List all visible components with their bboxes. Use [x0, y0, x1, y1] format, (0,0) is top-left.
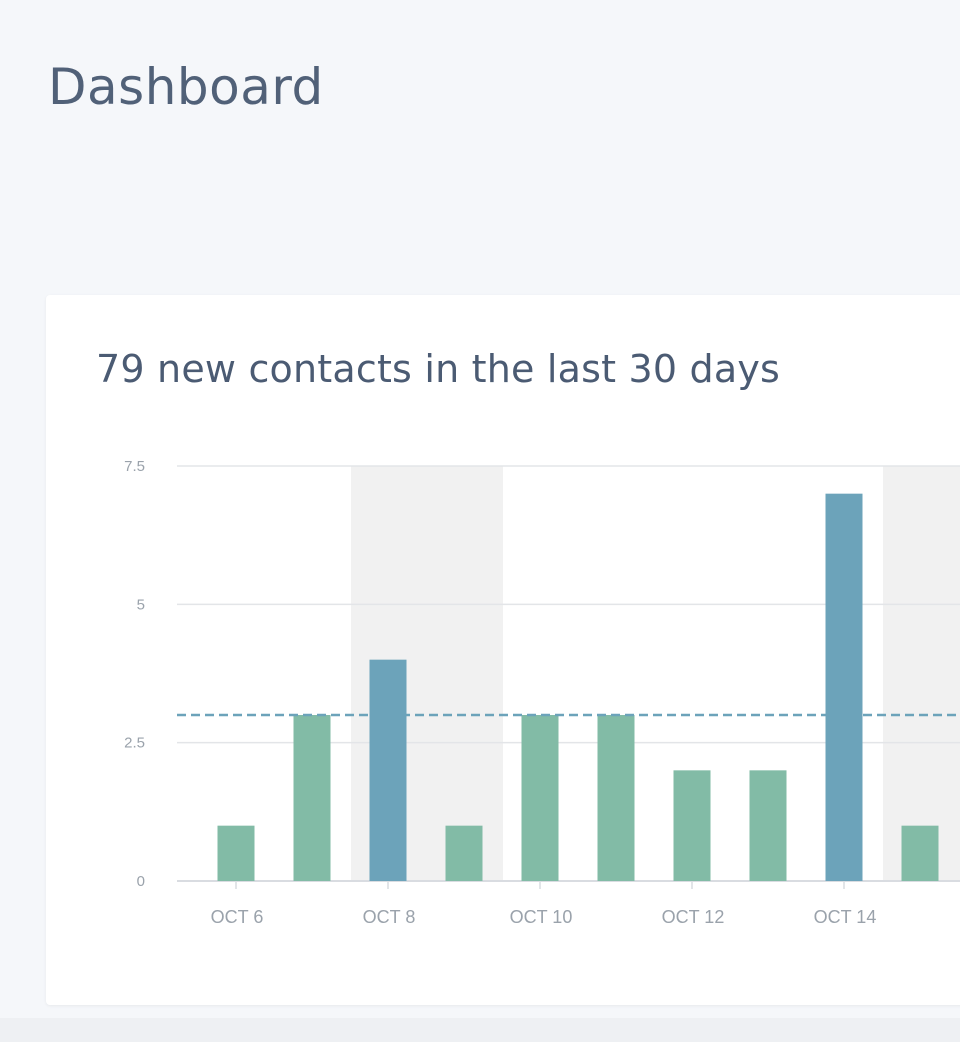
bar — [369, 659, 407, 881]
x-tick-label: OCT 6 — [211, 907, 264, 927]
y-tick-label: 5 — [137, 596, 145, 613]
x-tick-label: OCT 10 — [510, 907, 573, 927]
y-tick-label: 7.5 — [124, 458, 145, 475]
new-contacts-card: 79 new contacts in the last 30 days 0 2.5… — [46, 295, 960, 1005]
weekend-band — [883, 466, 960, 881]
new-contacts-bar-chart: 0 2.5 5 7.5 OCT 6 OCT 8 OCT 10 OCT 12 OCT 14 — [124, 458, 960, 927]
bar — [293, 715, 331, 881]
x-tick-label: OCT 8 — [363, 907, 416, 927]
page-title: Dashboard — [48, 58, 324, 116]
bar — [521, 715, 559, 881]
y-tick-label: 2.5 — [124, 735, 145, 752]
bar — [749, 770, 787, 881]
card-title: 79 new contacts in the last 30 days — [96, 347, 781, 391]
bar — [445, 825, 483, 881]
bar — [217, 825, 255, 881]
bar — [825, 493, 863, 881]
y-tick-label: 0 — [137, 873, 145, 890]
bar — [597, 715, 635, 881]
x-tick-label: OCT 12 — [662, 907, 725, 927]
bar — [673, 770, 711, 881]
bar — [901, 825, 939, 881]
page-footer-strip — [0, 1018, 960, 1042]
x-tick-label: OCT 14 — [814, 907, 877, 927]
